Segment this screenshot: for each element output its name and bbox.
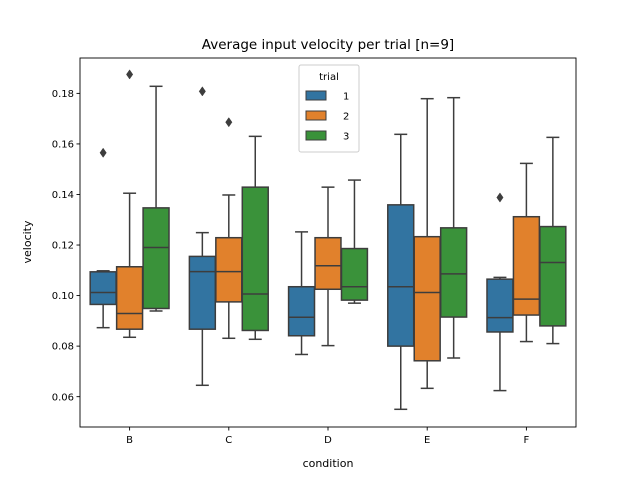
legend-label-3: 3 — [343, 132, 349, 143]
box-1-D — [287, 285, 316, 337]
box-3-E — [439, 227, 468, 318]
box-1-E — [387, 204, 415, 347]
legend-swatch-2 — [305, 110, 327, 121]
outlier-marker — [99, 147, 107, 158]
outlier-marker — [496, 192, 504, 203]
plot-area: 0.06 0.08 0.10 0.12 0.14 0.16 0.18 B C D E F — [52, 57, 577, 446]
y-tick-label: 0.12 — [52, 241, 74, 252]
legend-swatch-3 — [305, 130, 327, 141]
x-tick-label: C — [225, 435, 232, 446]
box-2-B — [115, 266, 144, 330]
box-1-F — [486, 278, 514, 333]
legend-title: trial — [319, 72, 339, 83]
legend-label-2: 2 — [343, 112, 349, 123]
y-tick-label: 0.08 — [52, 342, 74, 353]
x-axis-label: condition — [303, 457, 354, 470]
y-tick-label: 0.14 — [52, 190, 74, 201]
box-3-D — [340, 247, 369, 301]
y-tick-label: 0.16 — [52, 140, 74, 151]
x-tick-label: B — [126, 435, 133, 446]
legend-label-1: 1 — [343, 92, 349, 103]
x-tick-label: F — [524, 435, 530, 446]
box-1-B — [89, 271, 117, 306]
box-3-B — [142, 207, 170, 310]
legend: trial 1 2 3 — [298, 64, 360, 153]
chart-title: Average input velocity per trial [n=9] — [202, 37, 454, 53]
legend-box — [298, 64, 360, 153]
box-1-C — [188, 255, 217, 330]
box-2-D — [314, 236, 342, 291]
legend-swatch-1 — [305, 90, 327, 101]
box-3-F — [539, 225, 567, 327]
y-tick-label: 0.18 — [52, 89, 74, 100]
outlier-marker — [198, 86, 206, 97]
box-3-C — [241, 186, 269, 332]
x-tick-label: E — [424, 435, 430, 446]
y-tick-label: 0.06 — [52, 392, 74, 403]
box-2-E — [413, 235, 441, 362]
y-tick-label: 0.10 — [52, 291, 74, 302]
box-2-F — [512, 215, 541, 316]
x-tick-label: D — [324, 435, 332, 446]
outlier-marker — [126, 69, 134, 80]
y-axis-label: velocity — [21, 220, 34, 263]
box-2-C — [215, 236, 243, 303]
outlier-marker — [225, 117, 233, 128]
